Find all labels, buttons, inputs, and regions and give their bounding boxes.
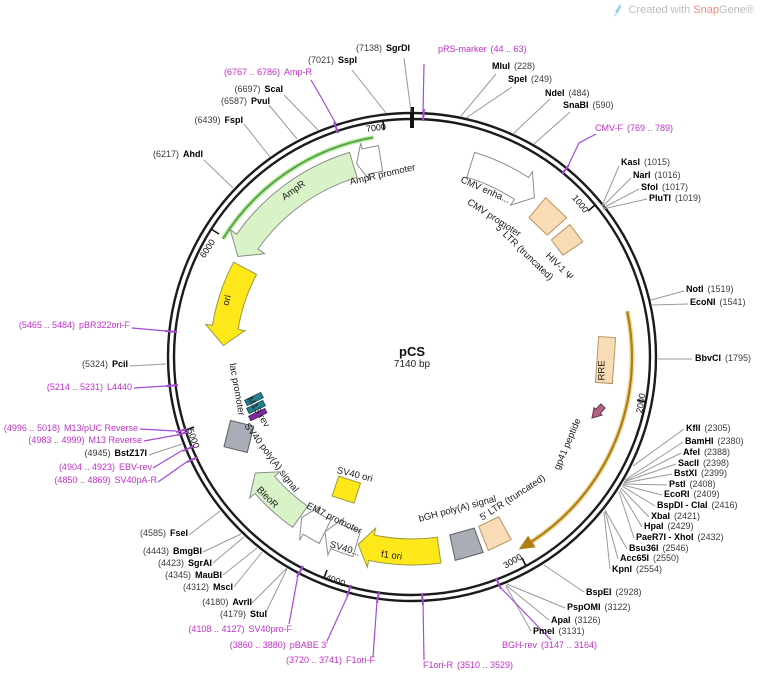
feature-sv40-ori-box — [331, 475, 362, 504]
primer-label-l4440: (5214 .. 5231) L4440 — [46, 382, 132, 392]
feature-orange-orf-arc — [531, 311, 634, 543]
enzyme-label-mlui: MluI (228) — [492, 61, 536, 71]
enzyme-label-kasi: KasI (1015) — [621, 157, 671, 167]
primer-label-amp-r: (6767 .. 6786) Amp-R — [223, 67, 312, 77]
feature-bgh-polya-box — [449, 527, 484, 562]
primer-label-f1ori-r: F1ori-R (3510 .. 3529) — [423, 660, 514, 670]
enzyme-label-stui: (4179) StuI — [219, 609, 267, 619]
enzyme-label-sspi: (7021) SspI — [307, 55, 357, 65]
enzyme-label-bsu36i: Bsu36I (2546) — [629, 543, 689, 553]
enzyme-label-bspdi-clai: BspDI - ClaI (2416) — [657, 500, 738, 510]
primer-label-pbr322ori-f: (5465 .. 5484) pBR322ori-F — [18, 320, 130, 330]
enzyme-label-spei: SpeI (249) — [508, 74, 553, 84]
enzyme-label-snabi: SnaBI (590) — [563, 100, 614, 110]
primer-label-m13-puc-reverse: (4996 .. 5018) M13/pUC Reverse — [3, 423, 138, 433]
enzyme-label-xbai: XbaI (2421) — [651, 511, 701, 521]
enzyme-label-bmgbi: (4443) BmgBI — [142, 546, 202, 556]
feature-cmv-enhancer-arrow — [466, 151, 535, 207]
enzyme-label-pluti: PluTI (1019) — [649, 193, 702, 203]
enzyme-label-fspi: (6439) FspI — [194, 115, 243, 125]
enzyme-label-psti: PstI (2408) — [669, 479, 716, 489]
enzyme-label-avrii: (4180) AvrII — [202, 597, 252, 607]
enzyme-label-bspei: BspEI (2928) — [586, 587, 642, 597]
feature-lac-operator-boxes — [244, 391, 268, 422]
enzyme-label-ndei: NdeI (484) — [545, 88, 590, 98]
enzyme-label-ecori: EcoRI (2409) — [664, 489, 720, 499]
enzyme-label-paer7i-xhoi: PaeR7I - XhoI (2432) — [636, 532, 724, 542]
enzyme-label-afei: AfeI (2388) — [683, 447, 731, 457]
feature-rre-box — [594, 335, 617, 385]
primer-label-f1ori-f: (3720 .. 3741) F1ori-F — [285, 655, 375, 665]
plasmid-name: pCS — [399, 344, 425, 359]
feature-f1-ori-arrow — [357, 526, 442, 570]
enzyme-label-sacii: SacII (2398) — [678, 458, 730, 468]
enzyme-label-hpai: HpaI (2429) — [644, 521, 694, 531]
enzyme-label-maubi: (4345) MauBI — [164, 570, 222, 580]
feature-orange-orf-halo — [530, 310, 635, 544]
feature-bleor-arrow — [248, 471, 309, 528]
enzyme-label-bstz17i: (4945) BstZ17I — [84, 448, 147, 458]
primer-label-sv40pa-r: (4850 .. 4869) SV40pA-R — [54, 475, 157, 485]
enzyme-label-sfoi: SfoI (1017) — [641, 182, 689, 192]
enzyme-label-sgrdi: (7138) SgrDI — [355, 43, 410, 53]
watermark-text: Created with SnapGene® — [628, 4, 754, 16]
enzyme-label-kfli: KflI (2305) — [686, 423, 731, 433]
primer-label-bgh-rev: BGH-rev (3147 .. 3164) — [502, 640, 598, 650]
primer-tick-marks — [164, 108, 570, 606]
enzyme-label-pmei: PmeI (3131) — [533, 626, 585, 636]
enzyme-label-econi: EcoNI (1541) — [690, 297, 746, 307]
feature-label-rre: RRE — [596, 360, 608, 381]
enzyme-label-msci: (4312) MscI — [182, 582, 233, 592]
feature-5ltr-bottom-box — [478, 516, 512, 552]
enzyme-label-scai: (6697) ScaI — [234, 84, 283, 94]
enzyme-label-pvui: (6587) PvuI — [220, 96, 270, 106]
feature-ori-arrow — [204, 261, 258, 347]
enzyme-label-bstxi: BstXI (2399) — [674, 468, 728, 478]
enzyme-label-acc65i: Acc65I (2550) — [620, 553, 680, 563]
enzyme-label-sgrai: (4423) SgrAI — [157, 558, 212, 568]
primer-label-sv40pro-f: (4108 .. 4127) SV40pro-F — [188, 624, 292, 634]
feature-sv40-truncated-arrow — [324, 516, 361, 558]
enzyme-label-ahdi: (6217) AhdI — [152, 149, 203, 159]
feature-ampr-highlight-line — [222, 136, 374, 240]
enzyme-label-bbvci: BbvCI (1795) — [695, 353, 752, 363]
plasmid-size: 7140 bp — [393, 359, 431, 370]
scale-tick-marks — [185, 120, 647, 579]
primer-label-ebv-rev: (4904 .. 4923) EBV-rev — [58, 462, 152, 472]
primer-label-cmv-f: CMV-F (769 .. 789) — [595, 123, 674, 133]
feature-ampr-promoter-arrow — [356, 143, 384, 181]
feature-sv40-polya-box — [223, 419, 255, 454]
enzyme-leader-lines — [129, 57, 692, 632]
primer-leader-lines — [131, 63, 597, 661]
feature-5ltr-top-box — [528, 196, 568, 236]
enzyme-label-bamhi: BamHI (2380) — [685, 436, 744, 446]
enzyme-label-fsei: (4585) FseI — [139, 528, 188, 538]
feature-hiv-psi-box — [550, 223, 584, 256]
primer-label-prs-marker: pRS-marker (44 .. 63) — [438, 44, 527, 54]
feature-orange-orf-arrowhead — [518, 535, 536, 550]
snapgene-logo-icon — [614, 4, 622, 17]
primer-label-pbabe-3: (3860 .. 3880) pBABE 3' — [229, 640, 328, 650]
enzyme-label-apai: ApaI (3126) — [551, 615, 601, 625]
enzyme-label-nari: NarI (1016) — [633, 170, 681, 180]
primer-label-m13-reverse: (4983 .. 4999) M13 Reverse — [28, 435, 142, 445]
enzyme-label-pspomi: PspOMI (3122) — [567, 602, 631, 612]
feature-em7-promoter-arrow — [299, 505, 332, 545]
snapgene-watermark: Created with SnapGene® — [612, 3, 754, 17]
enzyme-label-kpni: KpnI (2554) — [612, 564, 663, 574]
feature-ampr-arrow — [229, 151, 358, 258]
feature-gp41-arrow — [591, 403, 606, 419]
enzyme-label-pcii: (5324) PciI — [81, 359, 128, 369]
enzyme-label-noti: NotI (1519) — [686, 284, 734, 294]
